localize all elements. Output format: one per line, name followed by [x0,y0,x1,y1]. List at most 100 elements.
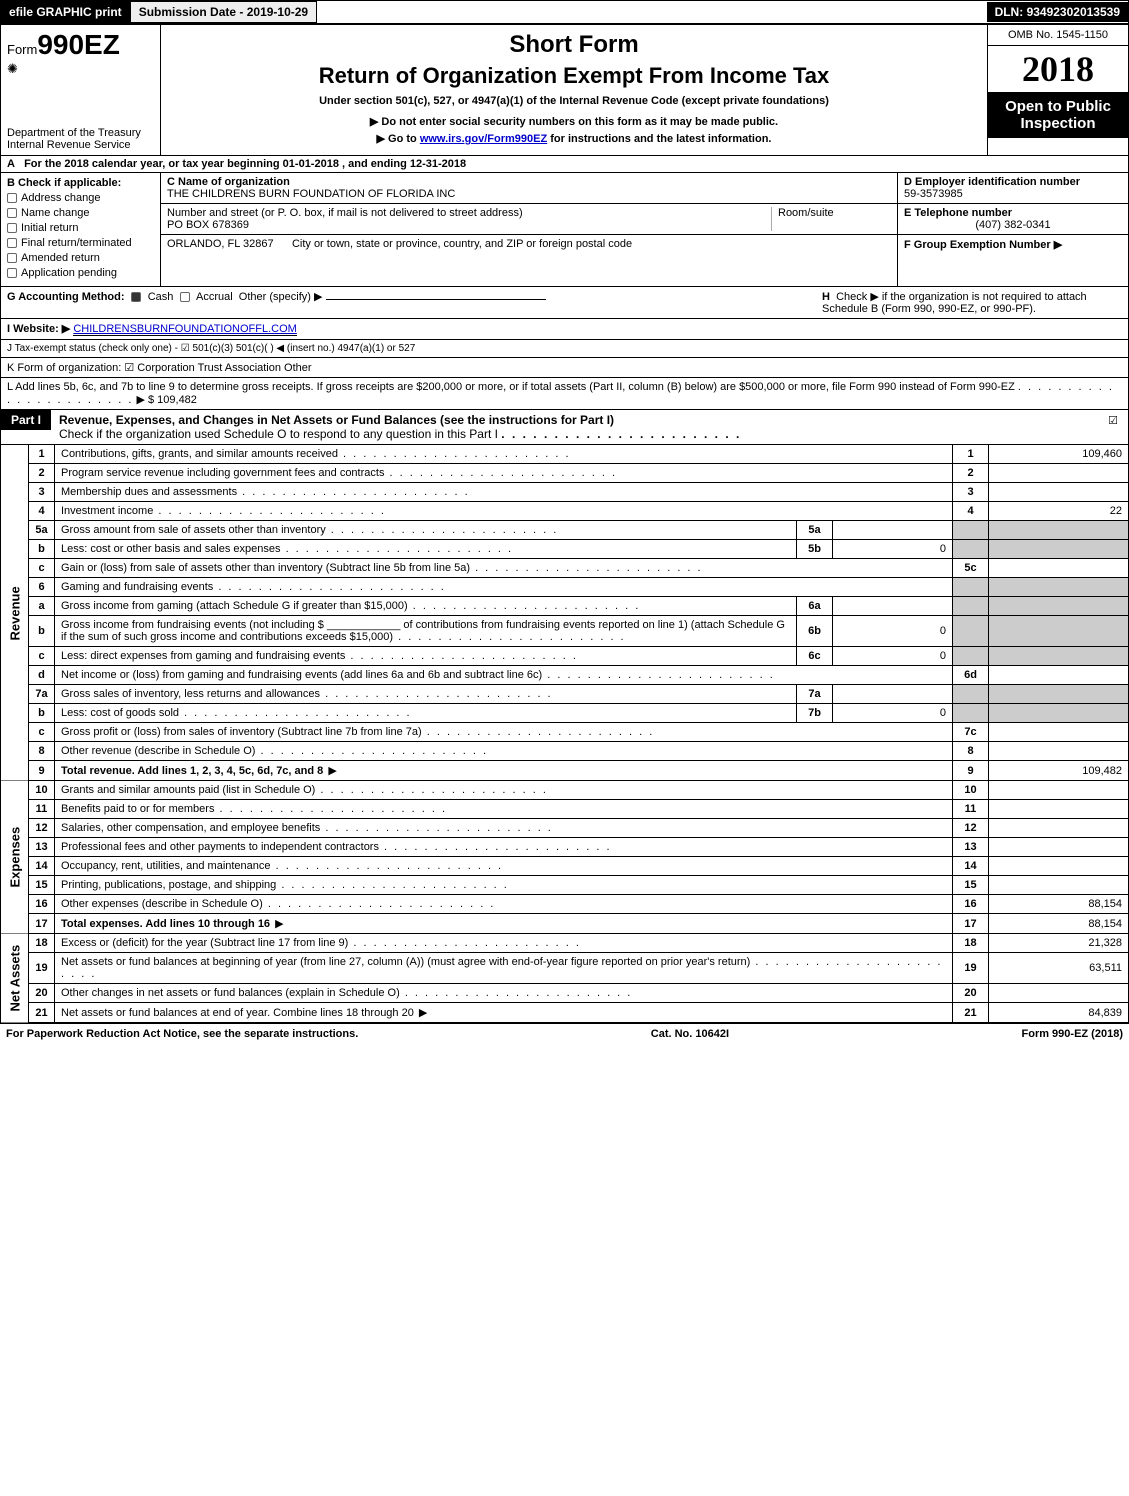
line-number: 19 [29,953,55,984]
efile-print-button[interactable]: efile GRAPHIC print [1,1,130,23]
dln-box: DLN: 93492302013539 [987,2,1128,22]
table-row: Revenue1Contributions, gifts, grants, an… [1,445,1129,464]
form-header: Form990EZ ✺ Department of the Treasury I… [0,24,1129,156]
checkbox-icon[interactable] [7,208,17,218]
right-line-value [989,559,1129,578]
line-description: Net income or (loss) from gaming and fun… [55,666,953,685]
mid-line-number: 5a [797,521,833,540]
right-line-value [989,857,1129,876]
irs-link[interactable]: www.irs.gov/Form990EZ [420,133,547,145]
checkbox-final-return-terminated[interactable]: Final return/terminated [7,237,154,249]
accrual-checkbox[interactable] [180,292,190,302]
line-description: Gross income from gaming (attach Schedul… [55,597,797,616]
website-link[interactable]: CHILDRENSBURNFOUNDATIONOFFL.COM [73,323,296,336]
checkbox-icon[interactable] [7,268,17,278]
street-label: Number and street (or P. O. box, if mail… [167,207,771,219]
open-public-badge: Open to Public Inspection [988,92,1128,138]
line-description: Other revenue (describe in Schedule O) [55,742,953,761]
part1-subtitle: Check if the organization used Schedule … [59,427,498,441]
checkbox-icon[interactable] [7,238,17,248]
checkbox-icon[interactable] [7,223,17,233]
right-line-value [989,704,1129,723]
street-value: PO BOX 678369 [167,219,771,231]
table-row: bLess: cost of goods sold7b0 [1,704,1129,723]
block-i: I Website: ▶ CHILDRENSBURNFOUNDATIONOFFL… [0,319,1129,340]
right-line-value: 88,154 [989,895,1129,914]
line-number: 15 [29,876,55,895]
department-block: Department of the Treasury Internal Reve… [7,127,154,151]
tax-year-end: 12-31-2018 [410,158,466,170]
header-right: OMB No. 1545-1150 2018 Open to Public In… [988,25,1128,155]
line-number: 1 [29,445,55,464]
table-row: bLess: cost or other basis and sales exp… [1,540,1129,559]
subtitle: Under section 501(c), 527, or 4947(a)(1)… [169,95,979,107]
right-line-number: 7c [953,723,989,742]
right-line-value [989,483,1129,502]
line-description: Gaming and fundraising events [55,578,953,597]
submission-date-value: 2019-10-29 [247,5,308,19]
right-line-value [989,464,1129,483]
note-go-to: ▶ Go to www.irs.gov/Form990EZ for instru… [169,132,979,145]
checkbox-amended-return[interactable]: Amended return [7,252,154,264]
right-line-value [989,781,1129,800]
table-row: 21Net assets or fund balances at end of … [1,1003,1129,1023]
line-description: Less: direct expenses from gaming and fu… [55,647,797,666]
k-text: K Form of organization: ☑ Corporation Tr… [7,362,312,374]
line-description: Total revenue. Add lines 1, 2, 3, 4, 5c,… [55,761,953,781]
line-number: b [29,616,55,647]
table-row: 7aGross sales of inventory, less returns… [1,685,1129,704]
right-line-number: 2 [953,464,989,483]
row-a-prefix: For the 2018 calendar year, or tax year … [24,158,283,170]
line-number: d [29,666,55,685]
mid-line-number: 7a [797,685,833,704]
section-label-net-assets: Net Assets [1,934,29,1023]
omb-number: OMB No. 1545-1150 [988,25,1128,46]
line-description: Other changes in net assets or fund bala… [55,984,953,1003]
line-number: 2 [29,464,55,483]
room-suite: Room/suite [771,207,891,231]
tax-year: 2018 [988,46,1128,92]
right-line-value [989,800,1129,819]
table-row: 3Membership dues and assessments3 [1,483,1129,502]
form-prefix: Form [7,42,37,57]
right-line-value: 22 [989,502,1129,521]
right-line-number [953,521,989,540]
checkbox-address-change[interactable]: Address change [7,192,154,204]
part1-title-block: Revenue, Expenses, and Changes in Net As… [51,410,1098,444]
checkbox-icon[interactable] [7,193,17,203]
checkbox-application-pending[interactable]: Application pending [7,267,154,279]
g-other-input[interactable] [326,299,546,300]
cash-checkbox[interactable] [131,292,141,302]
checkbox-label: Final return/terminated [21,237,132,249]
part1-header: Part I Revenue, Expenses, and Changes in… [0,410,1129,445]
right-line-number: 9 [953,761,989,781]
right-line-value [989,876,1129,895]
checkbox-initial-return[interactable]: Initial return [7,222,154,234]
line-description: Investment income [55,502,953,521]
right-line-number: 15 [953,876,989,895]
part1-label: Part I [1,410,51,430]
checkbox-label: Name change [21,207,90,219]
part1-check[interactable]: ☑ [1098,410,1128,427]
table-row: dNet income or (loss) from gaming and fu… [1,666,1129,685]
checkbox-name-change[interactable]: Name change [7,207,154,219]
right-line-number: 20 [953,984,989,1003]
line-number: c [29,559,55,578]
block-g-h: G Accounting Method: Cash Accrual Other … [0,287,1129,319]
table-row: Expenses10Grants and similar amounts pai… [1,781,1129,800]
org-name: THE CHILDRENS BURN FOUNDATION OF FLORIDA… [167,188,455,200]
l-amount: $ 109,482 [148,394,197,406]
form-number: Form990EZ ✺ [7,29,154,77]
right-line-number: 16 [953,895,989,914]
table-row: 14Occupancy, rent, utilities, and mainte… [1,857,1129,876]
mid-line-value: 0 [833,704,953,723]
right-line-number: 1 [953,445,989,464]
checkbox-icon[interactable] [7,253,17,263]
line-description: Gross income from fundraising events (no… [55,616,797,647]
mid-line-number: 5b [797,540,833,559]
eagle-icon: ✺ [7,61,154,77]
street-row: Number and street (or P. O. box, if mail… [161,204,897,235]
table-row: 12Salaries, other compensation, and empl… [1,819,1129,838]
table-row: 15Printing, publications, postage, and s… [1,876,1129,895]
line-number: 12 [29,819,55,838]
